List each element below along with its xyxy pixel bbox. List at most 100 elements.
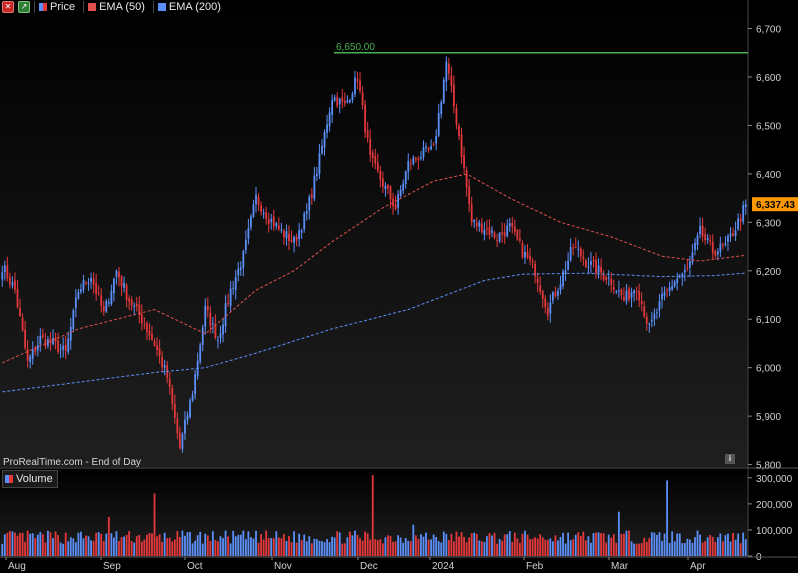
volume-bar: [189, 532, 191, 556]
volume-bar: [541, 537, 544, 556]
volume-bar: [683, 543, 686, 556]
volume-bar: [727, 533, 729, 556]
volume-bar: [605, 542, 608, 556]
volume-bar: [303, 534, 306, 556]
volume-tick-label: 300,000: [756, 474, 793, 485]
volume-bar: [326, 539, 328, 556]
volume-bar: [244, 539, 247, 556]
volume-legend[interactable]: Volume: [2, 470, 58, 488]
candle-body: [293, 236, 295, 243]
candle-body: [384, 185, 387, 190]
volume-bar: [168, 537, 171, 556]
candle-body: [72, 310, 75, 330]
volume-bar: [26, 530, 29, 556]
candle-body: [242, 250, 245, 268]
candle-body: [480, 223, 483, 233]
candle-body: [67, 338, 70, 353]
volume-bar: [105, 533, 108, 556]
volume-bar: [95, 532, 98, 556]
x-tick-label: Aug: [8, 561, 26, 572]
volume-bar: [364, 531, 367, 556]
candle-body: [321, 145, 323, 154]
volume-bar: [374, 539, 377, 556]
candle-body: [178, 432, 181, 448]
volume-bar: [260, 534, 262, 556]
candle-body: [569, 247, 572, 261]
close-icon[interactable]: ✕: [2, 1, 14, 13]
volume-bar: [156, 536, 158, 556]
volume-bar: [635, 543, 638, 556]
candle-body: [714, 251, 717, 256]
candle-body: [409, 163, 412, 165]
volume-bar: [384, 537, 387, 556]
volume-bar: [643, 537, 646, 556]
candle-body: [572, 247, 575, 249]
candle-body: [506, 225, 509, 237]
volume-bar: [59, 542, 62, 556]
candle-body: [473, 220, 476, 223]
candle-body: [524, 251, 526, 258]
arrow-up-right-icon[interactable]: ↗: [18, 1, 30, 13]
candle-body: [600, 266, 602, 273]
price-swatch-icon: [39, 3, 47, 11]
volume-bar: [153, 493, 156, 556]
volume-bar: [501, 540, 504, 556]
volume-bar: [612, 534, 615, 556]
candle-body: [744, 204, 747, 208]
candle-body: [31, 349, 34, 359]
candle-body: [313, 175, 316, 200]
volume-bar: [615, 542, 618, 556]
volume-bar: [498, 538, 501, 556]
candle-body: [288, 233, 290, 242]
last-price-label: 6,337.43: [756, 200, 795, 211]
legend-ema200[interactable]: EMA (200): [152, 1, 225, 13]
volume-bar: [31, 533, 34, 556]
legend-price[interactable]: Price: [34, 1, 79, 13]
volume-bar: [394, 541, 397, 556]
candle-body: [663, 292, 666, 296]
volume-bar: [250, 537, 252, 556]
candle-body: [562, 271, 564, 287]
candle-body: [120, 276, 123, 287]
candle-body: [186, 415, 189, 421]
info-icon[interactable]: i: [725, 454, 735, 464]
volume-bar: [341, 543, 344, 556]
candle-body: [491, 230, 493, 233]
candle-body: [49, 338, 52, 343]
volume-bar: [508, 531, 511, 556]
volume-bar: [551, 541, 554, 556]
volume-bar: [407, 540, 410, 556]
legend-ema50[interactable]: EMA (50): [83, 1, 149, 13]
candle-body: [209, 312, 212, 327]
volume-bar: [554, 535, 557, 556]
candle-body: [92, 278, 95, 285]
volume-bar: [181, 530, 184, 556]
candle-body: [549, 302, 552, 314]
volume-bar: [519, 542, 521, 556]
candle-body: [156, 345, 158, 350]
candle-body: [272, 216, 275, 227]
volume-bar: [371, 475, 374, 556]
volume-bar: [491, 535, 493, 556]
candle-body: [206, 305, 209, 311]
candle-body: [285, 231, 288, 239]
candle-body: [346, 100, 349, 103]
candle-body: [102, 306, 105, 312]
candle-body: [597, 265, 600, 273]
volume-bar: [237, 534, 240, 556]
volume-bar: [584, 540, 587, 556]
volume-bar: [41, 534, 44, 556]
candle-body: [255, 194, 257, 205]
candle-body: [257, 196, 260, 205]
candle-body: [338, 98, 341, 105]
volume-bar: [354, 530, 356, 556]
volume-bar: [166, 538, 169, 556]
volume-bar: [671, 531, 674, 556]
x-tick-label: Oct: [187, 561, 203, 572]
candle-body: [653, 313, 656, 320]
volume-bar: [196, 535, 199, 556]
volume-bar: [1, 543, 4, 556]
volume-bar: [430, 539, 432, 556]
candle-body: [333, 97, 336, 101]
candle-body: [689, 261, 691, 268]
